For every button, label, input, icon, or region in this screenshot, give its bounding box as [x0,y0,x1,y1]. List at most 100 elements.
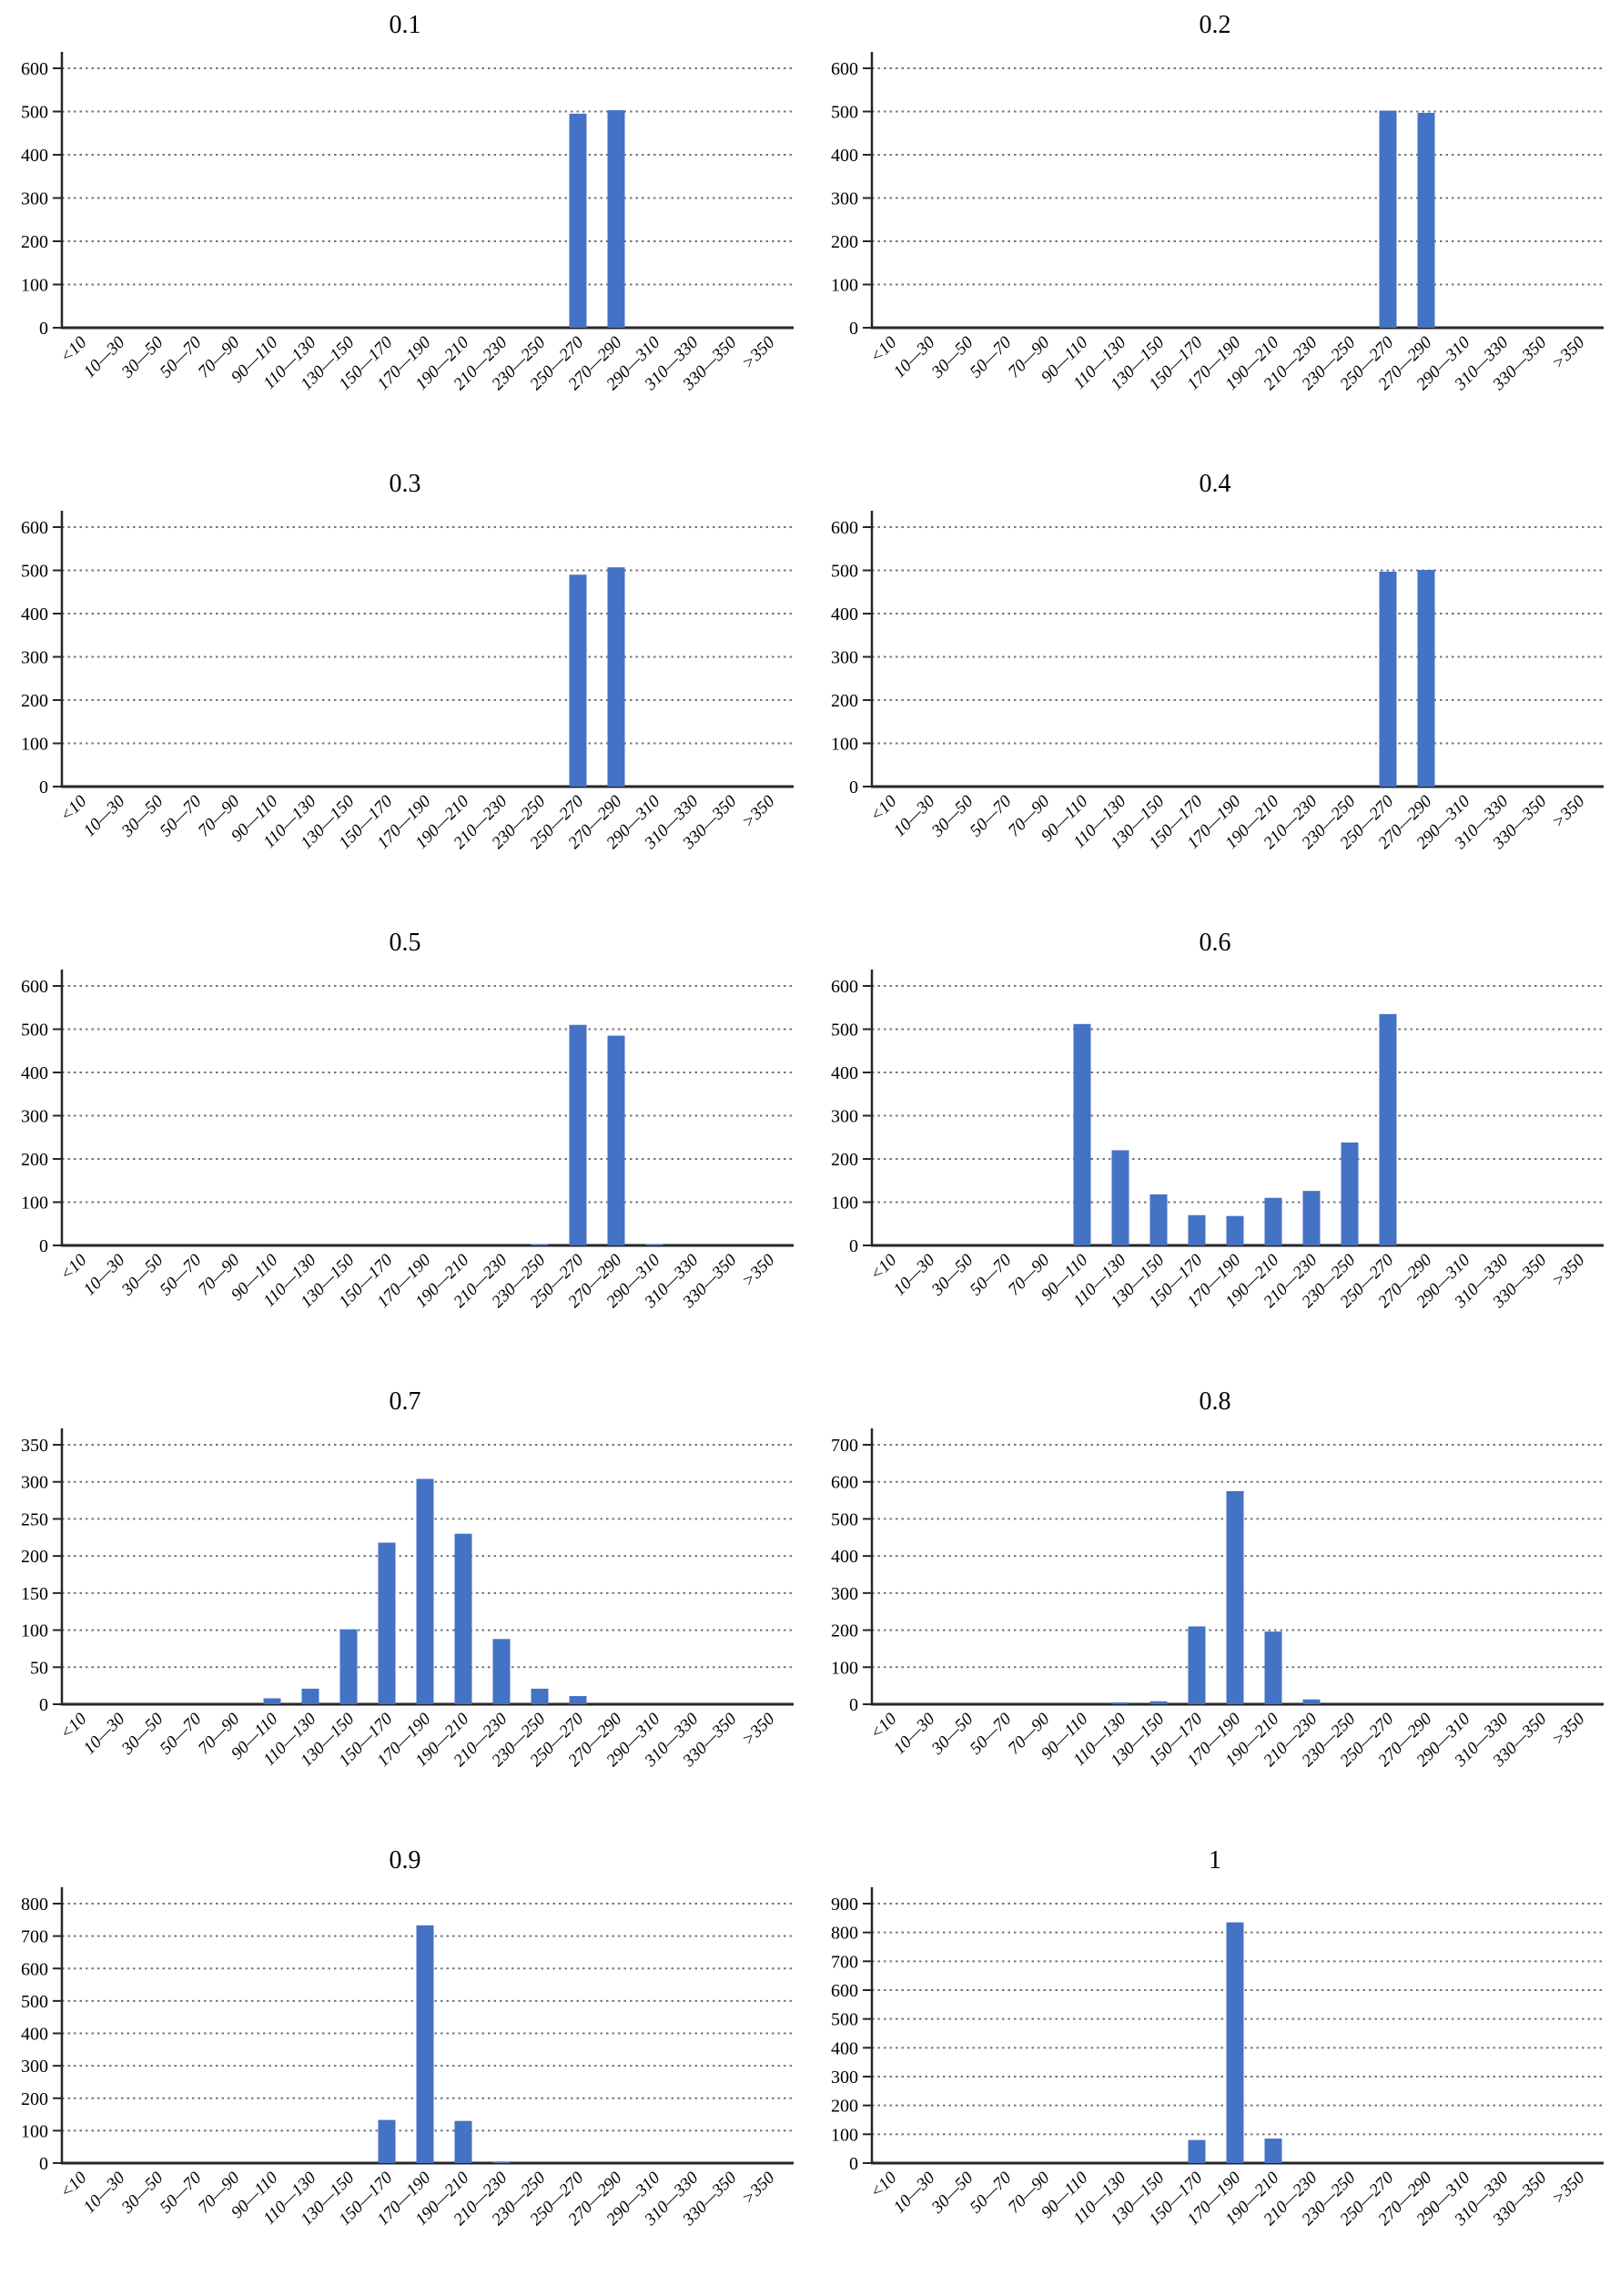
bar-230—250 [531,1688,549,1704]
bar-chart-0.3: 0100200300400500600<1010—3030—5050—7070—… [21,470,794,854]
bar-170—190 [416,1925,434,2163]
bar-190—210 [454,1533,472,1704]
y-axis-label: 0 [849,2154,858,2174]
y-axis-label: 0 [39,319,48,339]
x-axis-label: 30—50 [117,791,167,841]
y-axis-label: 700 [831,1952,858,1972]
x-axis-label: >350 [1548,791,1588,831]
x-axis-label: >350 [738,791,778,831]
bar-270—290 [607,567,625,787]
x-axis-label: >350 [738,1709,778,1749]
chart-title: 0.5 [390,929,421,957]
y-axis-label: 400 [831,2038,858,2058]
y-axis-label: 0 [849,1236,858,1256]
bar-250—270 [569,113,587,328]
y-axis-label: 100 [21,2121,48,2141]
y-axis-label: 200 [831,1621,858,1641]
y-axis-label: 500 [831,562,858,582]
x-axis-label: 10—30 [890,791,939,840]
x-axis-label: 50—70 [157,791,206,840]
bar-270—290 [607,110,625,328]
bar-210—230 [492,1639,511,1704]
y-axis-label: 400 [21,2025,48,2045]
bar-210—230 [492,2161,511,2163]
bar-chart-0.6: 0100200300400500600<1010—3030—5050—7070—… [831,929,1604,1313]
chart-cell-1: 0 100 200 300 400 500 600 700 800 900 <10 10—30 30—5… [810,1835,1620,2294]
x-axis-label: 30—50 [117,1250,167,1300]
bar-170—190 [1226,1490,1244,1704]
y-axis-label: 500 [21,1992,48,2012]
y-axis-label: 500 [831,1021,858,1041]
bar-chart-0.9: 0100200300400500600700800<1010—3030—5050… [21,1846,794,2230]
y-axis-label: 300 [21,1473,48,1493]
bar-chart-0.8: 0100200300400500600700<1010—3030—5050—70… [831,1387,1604,1772]
x-axis-label: 10—30 [80,1250,129,1299]
chart-cell-0.1: 0 100 200 300 400 500 600 <10 10—30 30—50 50—70 70—… [0,0,810,459]
bar-chart-1: 0100200300400500600700800900<1010—3030—5… [831,1846,1604,2230]
y-axis-label: 0 [39,1695,48,1715]
x-axis-label: 10—30 [80,2168,129,2217]
chart-cell-0.5: 0 100 200 300 400 500 600 <10 10—30 30—50 50—70 70—… [0,918,810,1377]
y-axis-label: 400 [21,1063,48,1083]
bar-170—190 [416,1478,434,1704]
y-axis-label: 700 [21,1927,48,1947]
chart-title: 1 [1209,1846,1221,1874]
x-axis-label: 50—70 [967,1709,1016,1758]
bar-210—230 [1302,1699,1321,1704]
x-axis-label: >350 [1548,1250,1588,1290]
bar-250—270 [1379,1013,1397,1245]
x-axis-label: 10—30 [890,332,939,381]
y-axis-label: 500 [831,103,858,123]
x-axis-label: 10—30 [80,791,129,840]
bar-270—290 [607,1035,625,1245]
y-axis-label: 300 [21,189,48,209]
y-axis-label: 300 [21,648,48,668]
y-axis-label: 200 [21,1547,48,1567]
y-axis-label: 600 [831,59,858,79]
x-axis-label: 50—70 [157,1250,206,1299]
y-axis-label: 100 [831,735,858,755]
y-axis-label: 900 [831,1895,858,1915]
y-axis-label: 200 [21,2089,48,2109]
y-axis-label: 600 [21,59,48,79]
x-axis-label: 30—50 [927,332,977,382]
y-axis-label: 100 [21,276,48,296]
x-axis-label: >350 [738,1250,778,1290]
y-axis-label: 400 [21,146,48,166]
x-axis-label: 50—70 [967,1250,1016,1299]
bar-150—170 [1188,2139,1206,2163]
x-axis-label: 50—70 [967,332,1016,381]
y-axis-label: 400 [831,604,858,625]
chart-title: 0.7 [390,1387,421,1416]
bar-250—270 [1379,110,1397,328]
bar-170—190 [1226,1922,1244,2163]
bar-250—270 [569,1696,587,1704]
y-axis-label: 500 [831,2010,858,2030]
bar-chart-0.7: 050100150200250300350<1010—3030—5050—707… [21,1387,794,1772]
y-axis-label: 0 [39,2154,48,2174]
y-axis-label: 400 [831,146,858,166]
y-axis-label: 400 [831,1547,858,1567]
x-axis-label: 30—50 [117,332,167,382]
x-axis-label: 10—30 [890,1709,939,1758]
y-axis-label: 250 [21,1509,48,1529]
y-axis-label: 100 [21,735,48,755]
chart-title: 0.4 [1200,470,1231,498]
y-axis-label: 200 [831,691,858,711]
y-axis-label: 300 [21,1107,48,1127]
x-axis-label: >350 [738,2168,778,2208]
x-axis-label: 30—50 [927,2168,977,2218]
y-axis-label: 100 [831,1658,858,1678]
y-axis-label: 100 [831,276,858,296]
bar-190—210 [1264,2139,1282,2163]
y-axis-label: 150 [21,1584,48,1604]
y-axis-label: 500 [831,1509,858,1529]
y-axis-label: 0 [39,777,48,798]
bar-250—270 [569,1024,587,1245]
y-axis-label: 300 [831,189,858,209]
y-axis-label: 300 [831,1107,858,1127]
y-axis-label: 100 [831,1194,858,1214]
bar-130—150 [1149,1701,1168,1704]
bar-chart-0.4: 0100200300400500600<1010—3030—5050—7070—… [831,470,1604,854]
